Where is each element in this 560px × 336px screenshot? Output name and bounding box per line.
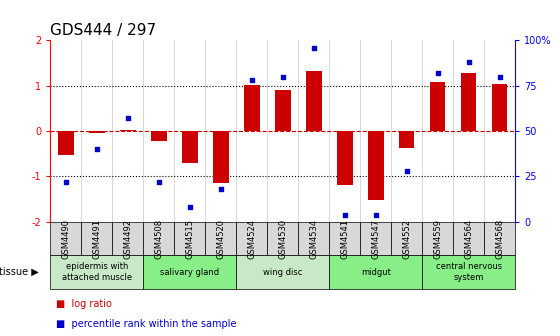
Bar xyxy=(484,222,515,255)
Point xyxy=(402,168,411,174)
Point xyxy=(92,146,101,152)
Bar xyxy=(206,222,236,255)
Bar xyxy=(89,131,105,133)
Text: GSM4552: GSM4552 xyxy=(402,218,411,259)
Bar xyxy=(81,222,113,255)
Text: midgut: midgut xyxy=(361,268,391,277)
Text: ■  log ratio: ■ log ratio xyxy=(56,299,112,309)
Bar xyxy=(430,82,446,131)
Bar xyxy=(453,222,484,255)
Point xyxy=(464,59,473,65)
Text: GDS444 / 297: GDS444 / 297 xyxy=(50,23,157,38)
Bar xyxy=(182,131,198,163)
Bar xyxy=(368,131,384,200)
Text: GSM4559: GSM4559 xyxy=(433,218,442,259)
Text: GSM4541: GSM4541 xyxy=(340,218,349,259)
Bar xyxy=(492,84,507,131)
Text: GSM4508: GSM4508 xyxy=(155,218,164,259)
Point xyxy=(185,205,194,210)
Text: wing disc: wing disc xyxy=(263,268,302,277)
Point xyxy=(309,45,318,50)
Text: GSM4530: GSM4530 xyxy=(278,218,287,259)
Text: salivary gland: salivary gland xyxy=(160,268,220,277)
Bar xyxy=(329,255,422,289)
Point xyxy=(495,74,504,79)
Bar xyxy=(399,131,414,148)
Bar xyxy=(50,222,81,255)
Point xyxy=(155,179,164,184)
Text: GSM4564: GSM4564 xyxy=(464,218,473,259)
Bar xyxy=(151,131,167,141)
Point xyxy=(62,179,71,184)
Bar xyxy=(337,131,353,184)
Point xyxy=(248,78,256,83)
Bar xyxy=(275,90,291,131)
Point xyxy=(123,116,132,121)
Point xyxy=(371,212,380,217)
Bar xyxy=(391,222,422,255)
Bar xyxy=(360,222,391,255)
Bar xyxy=(213,131,228,183)
Bar xyxy=(306,71,321,131)
Text: GSM4534: GSM4534 xyxy=(309,218,318,259)
Bar xyxy=(298,222,329,255)
Text: central nervous
system: central nervous system xyxy=(436,262,502,282)
Bar xyxy=(113,222,143,255)
Bar xyxy=(120,130,136,131)
Text: GSM4520: GSM4520 xyxy=(216,218,225,259)
Text: GSM4515: GSM4515 xyxy=(185,218,194,259)
Point xyxy=(340,212,349,217)
Bar xyxy=(267,222,298,255)
Point xyxy=(278,74,287,79)
Point xyxy=(433,70,442,76)
Bar xyxy=(461,73,477,131)
Bar xyxy=(422,255,515,289)
Bar xyxy=(422,222,453,255)
Text: tissue ▶: tissue ▶ xyxy=(0,267,39,277)
Text: epidermis with
attached muscle: epidermis with attached muscle xyxy=(62,262,132,282)
Text: ■  percentile rank within the sample: ■ percentile rank within the sample xyxy=(56,319,236,329)
Bar xyxy=(244,85,260,131)
Bar xyxy=(50,255,143,289)
Bar xyxy=(236,255,329,289)
Text: GSM4491: GSM4491 xyxy=(92,218,101,259)
Bar xyxy=(58,131,74,155)
Bar xyxy=(143,255,236,289)
Bar xyxy=(329,222,360,255)
Bar xyxy=(236,222,267,255)
Bar xyxy=(174,222,206,255)
Text: GSM4490: GSM4490 xyxy=(62,218,71,259)
Text: GSM4568: GSM4568 xyxy=(495,218,504,259)
Text: GSM4547: GSM4547 xyxy=(371,218,380,259)
Text: GSM4492: GSM4492 xyxy=(123,218,132,259)
Bar xyxy=(143,222,174,255)
Point xyxy=(216,186,225,192)
Text: GSM4524: GSM4524 xyxy=(248,218,256,259)
